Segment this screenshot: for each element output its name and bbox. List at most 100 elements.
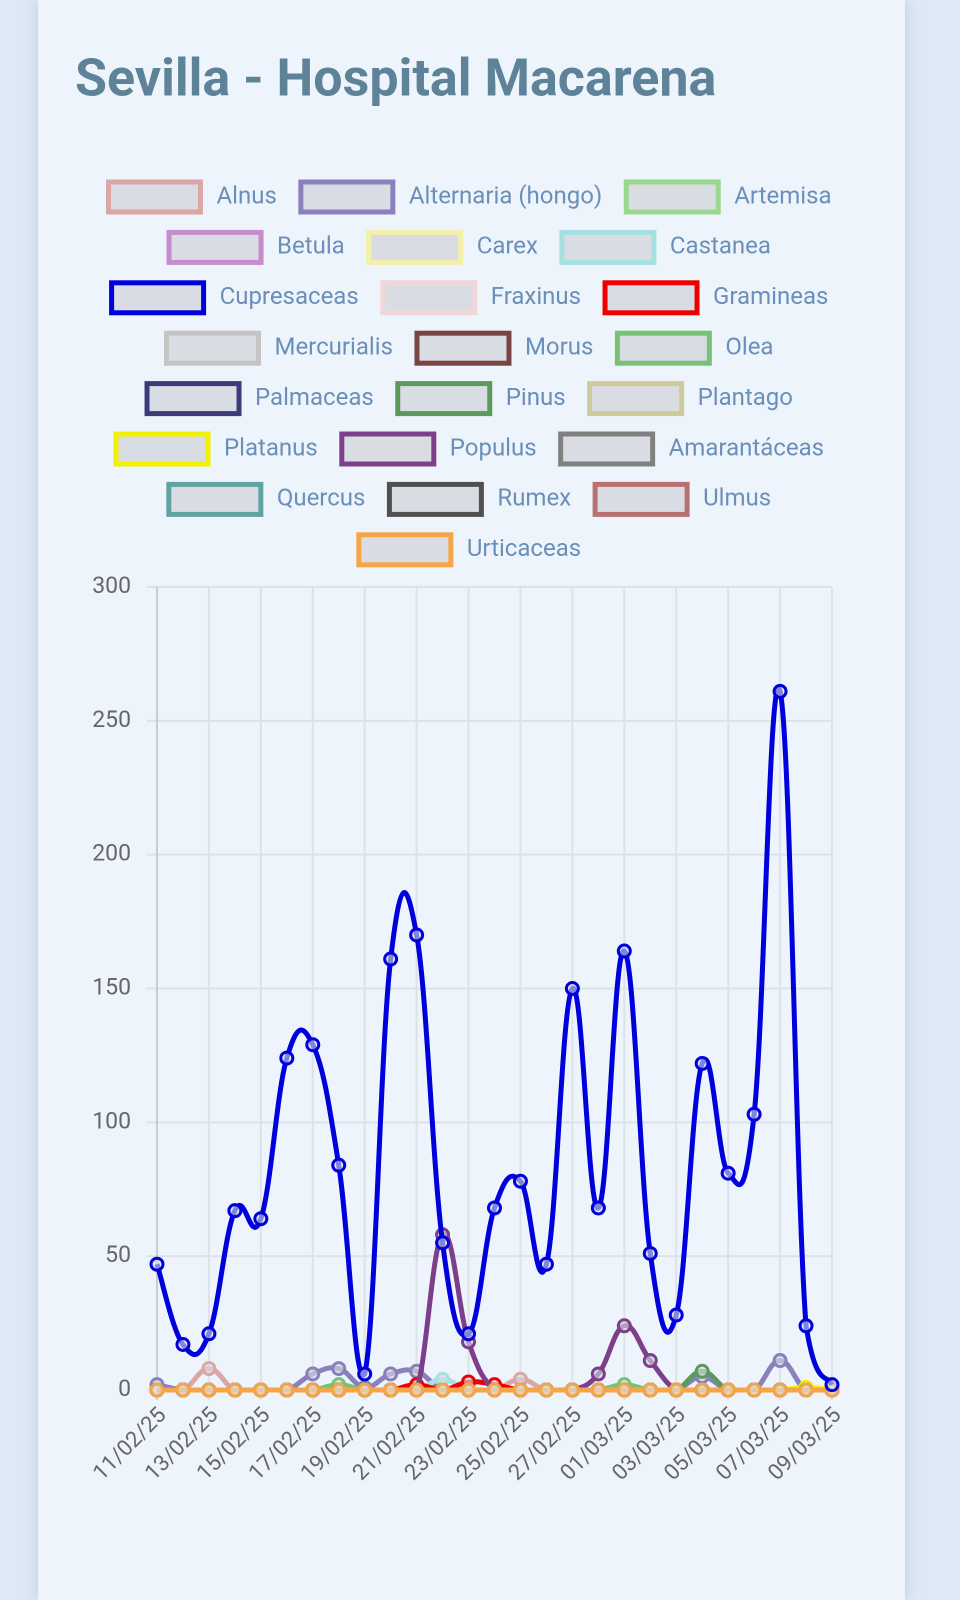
data-point — [642, 1382, 658, 1398]
legend-swatch — [164, 330, 261, 366]
data-point — [694, 1055, 710, 1071]
legend-label: Alternaria (hongo) — [409, 181, 602, 209]
data-point — [435, 1235, 451, 1251]
data-point — [772, 683, 788, 699]
legend-swatch — [380, 280, 478, 316]
legend-label: Castanea — [670, 232, 771, 260]
legend-label: Carex — [477, 232, 538, 260]
data-point — [409, 1382, 425, 1398]
data-point — [512, 1382, 528, 1398]
legend-swatch — [105, 179, 203, 215]
y-tick-label: 200 — [92, 840, 131, 867]
legend-label: Plantago — [698, 383, 793, 411]
legend-swatch — [592, 481, 690, 517]
legend-item: Alnus — [105, 179, 277, 215]
data-point — [616, 1318, 632, 1334]
legend-swatch — [298, 179, 396, 215]
legend-label: Gramineas — [713, 282, 828, 310]
y-tick-label: 100 — [92, 1107, 131, 1134]
legend-item: Palmaceas — [144, 381, 374, 417]
legend-swatch — [166, 481, 264, 517]
legend-item: Mercurialis — [164, 330, 393, 366]
data-point — [357, 1382, 373, 1398]
legend-swatch — [109, 280, 207, 316]
legend-label: Rumex — [497, 484, 571, 512]
legend-item: Quercus — [166, 481, 365, 517]
legend-swatch — [386, 481, 484, 517]
legend-swatch — [558, 431, 656, 467]
legend-label: Platanus — [224, 433, 318, 461]
legend-swatch — [166, 229, 264, 265]
legend-swatch — [366, 229, 464, 265]
data-point — [383, 951, 399, 967]
legend-item: Plantago — [587, 381, 793, 417]
legend-swatch — [356, 532, 454, 568]
legend-swatch — [559, 229, 657, 265]
data-point — [746, 1106, 762, 1122]
legend-label: Fraxinus — [491, 282, 581, 310]
data-point — [383, 1366, 399, 1382]
series-line — [154, 685, 835, 1386]
data-point — [538, 1256, 554, 1272]
legend-label: Betula — [277, 232, 345, 260]
y-tick-label: 0 — [118, 1375, 131, 1402]
legend-item: Cupresaceas — [109, 280, 359, 316]
data-point — [149, 1256, 165, 1272]
legend-item: Olea — [614, 330, 774, 366]
legend-item: Populus — [339, 431, 537, 467]
y-tick-label: 150 — [92, 974, 131, 1001]
data-point — [616, 1382, 632, 1398]
data-point — [279, 1050, 295, 1066]
data-point — [175, 1382, 191, 1398]
legend-item: Amarantáceas — [558, 431, 824, 467]
data-point — [201, 1361, 217, 1377]
legend-label: Mercurialis — [275, 333, 393, 361]
legend-label: Ulmus — [703, 484, 771, 512]
data-point — [642, 1245, 658, 1261]
data-point — [694, 1382, 710, 1398]
data-point — [720, 1165, 736, 1181]
data-point — [824, 1377, 840, 1393]
data-point — [331, 1382, 347, 1398]
legend-swatch — [414, 330, 512, 366]
y-tick-label: 300 — [92, 572, 131, 599]
data-point — [149, 1382, 165, 1398]
legend-label: Populus — [450, 433, 537, 461]
legend-label: Olea — [725, 333, 773, 361]
data-point — [383, 1382, 399, 1398]
chart-title: Sevilla - Hospital Macarena — [75, 48, 716, 109]
legend-label: Pinus — [506, 383, 566, 411]
data-point — [253, 1382, 269, 1398]
data-point — [331, 1361, 347, 1377]
data-point — [590, 1200, 606, 1216]
data-point — [357, 1366, 373, 1382]
legend-item: Alternaria (hongo) — [298, 179, 602, 215]
legend-swatch — [587, 381, 685, 417]
data-point — [227, 1203, 243, 1219]
data-point — [461, 1382, 477, 1398]
series-line — [157, 1231, 832, 1393]
legend-item: Carex — [366, 229, 538, 265]
legend-label: Artemisa — [734, 181, 831, 209]
data-point — [487, 1200, 502, 1216]
data-point — [487, 1382, 502, 1398]
data-point — [694, 1363, 710, 1379]
legend-item: Urticaceas — [356, 532, 581, 568]
data-point — [201, 1326, 217, 1342]
legend-label: Alnus — [216, 181, 276, 209]
legend-label: Morus — [525, 333, 593, 361]
data-point — [746, 1382, 762, 1398]
data-point — [331, 1157, 347, 1173]
data-point — [772, 1353, 788, 1369]
data-point — [305, 1382, 321, 1398]
data-point — [590, 1366, 606, 1382]
data-point — [253, 1211, 269, 1227]
data-point — [305, 1037, 321, 1053]
legend-item: Artemisa — [623, 179, 832, 215]
data-point — [435, 1382, 451, 1398]
data-point — [227, 1382, 243, 1398]
y-tick-label: 250 — [92, 706, 131, 733]
legend-label: Cupresaceas — [220, 282, 359, 310]
data-point — [538, 1382, 554, 1398]
legend-item: Betula — [166, 229, 345, 265]
